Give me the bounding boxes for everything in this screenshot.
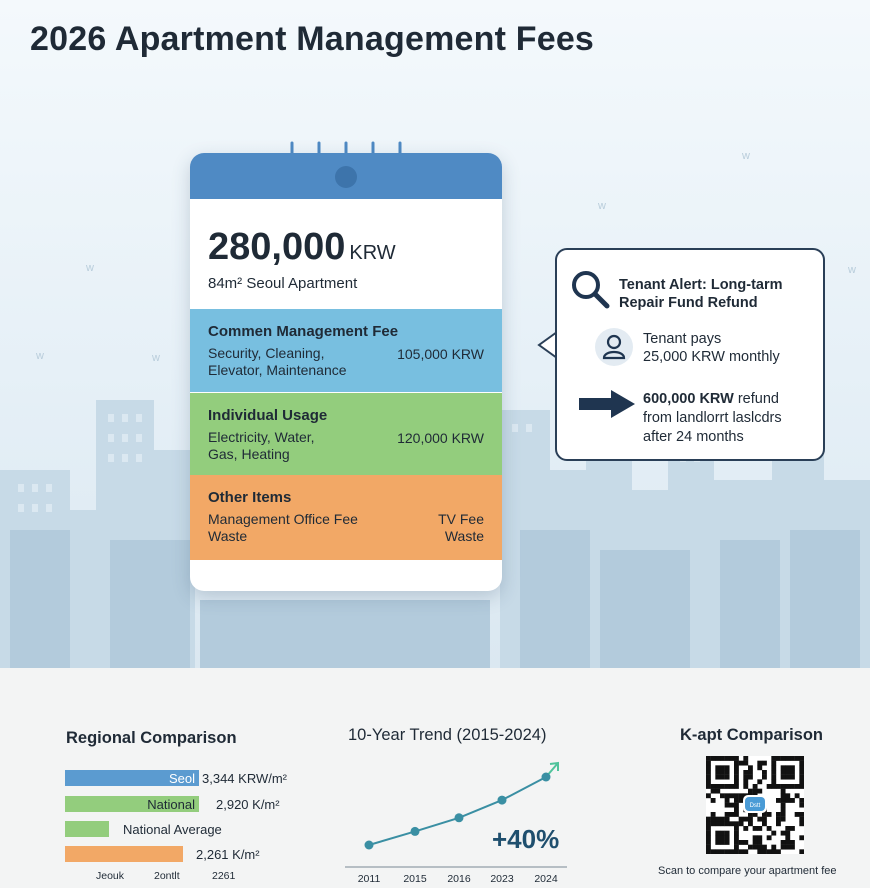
- bird-mark: w: [598, 200, 606, 212]
- common-fee-amount: 105,000 KRW: [397, 346, 484, 362]
- tenant-alert-box: Tenant Alert: Long-tarm Repair Fund Refu…: [555, 248, 825, 461]
- individual-usage-items: Electricity, Water, Gas, Heating: [208, 429, 315, 462]
- fee-bill-card: 280,000 KRW 84m² Seoul Apartment Commen M…: [190, 153, 502, 591]
- common-fee-title: Commen Management Fee: [208, 323, 399, 340]
- regional-axis-label: 2ontlt: [154, 870, 180, 882]
- total-amount: 280,000: [208, 226, 346, 268]
- total-currency: KRW: [349, 242, 396, 264]
- regional-bar-value: 3,344 KRW/m²: [202, 771, 288, 786]
- regional-axis-label: 2261: [212, 870, 236, 882]
- other-item: Management Office Fee: [208, 511, 358, 527]
- regional-bar: [65, 846, 183, 862]
- refund-timing: after 24 months: [643, 429, 744, 445]
- qr-code[interactable]: Dstt: [706, 756, 804, 854]
- individual-usage-section: Individual Usage Electricity, Water, Gas…: [190, 393, 502, 475]
- search-icon: [572, 271, 610, 309]
- x-tick-label: 2024: [534, 873, 558, 885]
- trend-percentage: +40%: [492, 824, 560, 854]
- individual-usage-amount: 120,000 KRW: [397, 430, 484, 446]
- alert-title: Tenant Alert: Long-tarm Repair Fund Refu…: [619, 277, 783, 311]
- qr-badge: [745, 797, 765, 811]
- user-icon: [595, 328, 633, 366]
- other-item: Waste: [208, 528, 248, 544]
- regional-bar: [65, 796, 199, 812]
- other-items-right: TV Fee Waste: [438, 511, 484, 545]
- regional-bar-label: National Average: [123, 822, 222, 837]
- common-fee-items: Security, Cleaning, Elevator, Maintenanc…: [208, 345, 347, 378]
- kapt-title: K-apt Comparison: [680, 726, 824, 744]
- regional-axis-label: Jeouk: [96, 870, 125, 882]
- trend-point: [541, 772, 551, 782]
- qr-caption: Scan to compare your apartment fee: [658, 865, 837, 877]
- arrow-right-icon: [579, 390, 635, 418]
- trend-point: [497, 795, 507, 805]
- alert-pointer: [537, 331, 558, 359]
- regional-bar-value: 2,920 K/m²: [216, 797, 280, 812]
- other-item: TV Fee: [438, 511, 484, 527]
- individual-usage-title: Individual Usage: [208, 407, 328, 424]
- bill-ring-hole: [335, 166, 357, 188]
- apartment-description: 84m² Seoul Apartment: [208, 275, 358, 292]
- trend-line-chart: 2011 2015 2016 2023 2024: [345, 761, 567, 885]
- trend-point: [410, 826, 420, 836]
- city-skyline: [0, 400, 870, 668]
- chart-title: 10-Year Trend (2015-2024): [348, 726, 547, 744]
- x-tick-label: 2011: [358, 873, 381, 885]
- bill-header: [190, 153, 502, 199]
- x-tick-label: 2015: [403, 873, 427, 885]
- regional-bar-value: 2,261 K/m²: [196, 847, 260, 862]
- bird-mark: w: [86, 262, 94, 274]
- bird-mark: w: [36, 350, 44, 362]
- qr-badge-text: Dstt: [750, 803, 761, 809]
- other-item: Waste: [444, 528, 484, 544]
- trend-point: [454, 813, 464, 823]
- trend-point: [364, 840, 374, 850]
- regional-comparison-title: Regional Comparison: [66, 729, 237, 747]
- regional-bar: [65, 821, 109, 837]
- refund-source: from landlorrt laslcdrs: [643, 410, 782, 426]
- x-tick-label: 2016: [447, 873, 471, 885]
- bird-mark: w: [848, 264, 856, 276]
- other-items-section: Other Items Management Office Fee Waste …: [190, 475, 502, 560]
- page-title: 2026 Apartment Management Fees: [30, 20, 595, 58]
- refund-amount: 600,000 KRW: [643, 391, 734, 407]
- other-items-left: Management Office Fee Waste: [208, 511, 358, 545]
- bird-mark: w: [742, 150, 750, 162]
- common-fee-section: Commen Management Fee Security, Cleaning…: [190, 309, 502, 392]
- bird-mark: w: [152, 352, 160, 364]
- total-fee: 280,000 KRW: [208, 226, 396, 269]
- refund-word: refund: [737, 391, 779, 407]
- regional-bar-label: Seol: [168, 771, 195, 786]
- other-items-title: Other Items: [208, 489, 292, 506]
- tenant-payment-text: Tenant pays 25,000 KRW monthly: [643, 331, 780, 365]
- refund-text: 600,000 KRW refund from landlorrt laslcd…: [643, 390, 782, 447]
- regional-bar: [65, 770, 199, 786]
- x-tick-label: 2023: [490, 873, 514, 885]
- regional-bar-label: National: [147, 797, 195, 812]
